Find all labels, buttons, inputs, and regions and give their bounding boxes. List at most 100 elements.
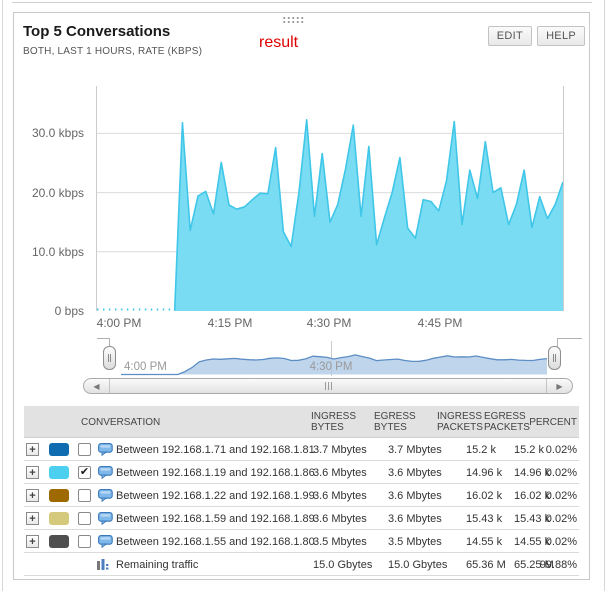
result-annotation: result xyxy=(259,34,299,51)
percent-value: 0.02% xyxy=(545,443,577,456)
egress-packets-value: 15.2 k xyxy=(514,443,544,456)
widget-subtitle: BOTH, LAST 1 HOURS, RATE (KBPS) xyxy=(23,46,203,57)
y-axis-tick-label: 0 bps xyxy=(54,304,84,318)
conversation-table-body: + Between 192.168.1.71 and 192.168.1.81 3.… xyxy=(24,438,579,576)
series-color-swatch xyxy=(49,461,69,484)
conversation-bubble-icon xyxy=(98,535,113,548)
conversation-label[interactable]: Between 192.168.1.55 and 192.168.1.80 xyxy=(116,535,315,548)
egress-bytes-value: 15.0 Gbytes xyxy=(388,558,448,571)
edit-button[interactable]: EDIT xyxy=(487,26,533,46)
series-color-swatch xyxy=(49,507,69,530)
series-visibility-checkbox[interactable] xyxy=(78,512,91,525)
percent-value: 0.02% xyxy=(545,489,577,502)
expand-row-button[interactable]: + xyxy=(26,484,39,507)
conversation-bubble-icon xyxy=(98,443,113,456)
brush-bracket-right xyxy=(557,338,582,350)
conversation-bubble-icon xyxy=(98,466,113,479)
percent-value: 0.02% xyxy=(545,512,577,525)
expand-plus-icon: + xyxy=(26,466,39,479)
column-header-conversation: CONVERSATION xyxy=(81,416,161,428)
x-axis-tick-label: 4:00 PM xyxy=(96,316,142,330)
egress-packets-value: 16.02 k xyxy=(514,489,551,502)
table-row: + Between 192.168.1.71 and 192.168.1.81 3.… xyxy=(24,438,579,461)
expand-row-button[interactable]: + xyxy=(26,530,39,553)
egress-bytes-value: 3.6 Mbytes xyxy=(388,512,442,525)
egress-bytes-value: 3.7 Mbytes xyxy=(388,443,442,456)
scrollbar-right-arrow-icon[interactable]: ▶ xyxy=(546,379,572,393)
series-visibility-checkbox[interactable] xyxy=(78,443,91,456)
brush-tick-label: 4:00 PM xyxy=(124,361,167,373)
conversation-label[interactable]: Between 192.168.1.19 and 192.168.1.86 xyxy=(116,466,315,479)
scrollbar-left-arrow-icon[interactable]: ◀ xyxy=(84,379,110,393)
widget-drag-grip-icon[interactable] xyxy=(282,16,304,24)
column-header-egress-bytes: EGRESS BYTES xyxy=(374,411,416,433)
table-row: + Between 192.168.1.22 and 192.168.1.99 3.… xyxy=(24,484,579,507)
series-color-swatch xyxy=(49,438,69,461)
brush-chart-svg xyxy=(121,354,547,376)
table-row: + Between 192.168.1.55 and 192.168.1.80 3.… xyxy=(24,530,579,553)
egress-bytes-value: 3.5 Mbytes xyxy=(388,535,442,548)
brush-tick-label: 4:30 PM xyxy=(309,361,353,373)
y-axis-tick-label: 30.0 kbps xyxy=(31,126,84,141)
ingress-packets-value: 14.96 k xyxy=(466,466,503,479)
brush-handle-right[interactable] xyxy=(548,346,561,370)
x-axis-tick-label: 4:45 PM xyxy=(417,316,463,330)
remaining-traffic-row: Remaining traffic 15.0 Gbytes 15.0 Gbytes 6… xyxy=(24,553,579,576)
help-button[interactable]: HELP xyxy=(537,26,585,46)
page-frame-left xyxy=(2,0,3,591)
area-chart-svg xyxy=(97,119,563,311)
widget-toolbar: EDIT HELP xyxy=(487,26,585,46)
timeline-scrollbar[interactable]: ◀ ▶ xyxy=(83,378,573,394)
conversations-table: CONVERSATION INGRESS BYTES EGRESS BYTES … xyxy=(24,406,579,576)
x-axis-tick-label: 4:15 PM xyxy=(207,316,253,330)
brush-handle-left[interactable] xyxy=(103,346,116,370)
ingress-bytes-value: 3.5 Mbytes xyxy=(313,535,367,548)
page-frame-right xyxy=(604,0,605,591)
widget-title: Top 5 Conversations xyxy=(23,23,171,40)
x-axis: 4:00 PM 4:15 PM 4:30 PM 4:45 PM xyxy=(96,316,564,332)
y-axis-tick-label: 20.0 kbps xyxy=(31,185,84,200)
scrollbar-thumb[interactable] xyxy=(110,379,546,393)
expand-row-button[interactable]: + xyxy=(26,507,39,530)
ingress-packets-value: 14.55 k xyxy=(466,535,503,548)
brush-bracket-left xyxy=(97,338,110,350)
brush-mini-chart xyxy=(121,341,547,376)
series-color-swatch xyxy=(49,530,69,553)
column-header-egress-packets: EGRESS PACKETS xyxy=(484,411,530,433)
egress-bytes-value: 3.6 Mbytes xyxy=(388,466,442,479)
expand-plus-icon: + xyxy=(26,512,39,525)
egress-packets-value: 15.43 k xyxy=(514,512,551,525)
egress-packets-value: 14.96 k xyxy=(514,466,551,479)
ingress-bytes-value: 15.0 Gbytes xyxy=(313,558,373,571)
ingress-bytes-value: 3.6 Mbytes xyxy=(313,489,367,502)
previous-widget-bottom-edge xyxy=(12,0,592,3)
series-visibility-checkbox[interactable]: ✔ xyxy=(78,466,91,479)
column-header-ingress-bytes: INGRESS BYTES xyxy=(311,411,357,433)
expand-plus-icon: + xyxy=(26,535,39,548)
x-axis-tick-label: 4:30 PM xyxy=(306,316,352,330)
conversation-label[interactable]: Between 192.168.1.22 and 192.168.1.99 xyxy=(116,489,315,502)
conversation-label[interactable]: Between 192.168.1.59 and 192.168.1.89 xyxy=(116,512,315,525)
expand-plus-icon: + xyxy=(26,489,39,502)
table-row: + ✔ Between 192.168.1.19 and 192.168.1.86 3… xyxy=(24,461,579,484)
traffic-area-chart xyxy=(96,86,564,311)
ingress-bytes-value: 3.6 Mbytes xyxy=(313,512,367,525)
ingress-bytes-value: 3.7 Mbytes xyxy=(313,443,367,456)
percent-value: 99.88% xyxy=(539,558,577,571)
conversation-label[interactable]: Between 192.168.1.71 and 192.168.1.81 xyxy=(116,443,315,456)
expand-row-button[interactable]: + xyxy=(26,438,39,461)
top-conversations-widget: Top 5 Conversations BOTH, LAST 1 HOURS, … xyxy=(13,12,590,580)
series-visibility-checkbox[interactable] xyxy=(78,489,91,502)
series-visibility-checkbox[interactable] xyxy=(78,535,91,548)
conversation-bubble-icon xyxy=(98,512,113,525)
ingress-packets-value: 65.36 M xyxy=(466,558,506,571)
remaining-traffic-label: Remaining traffic xyxy=(116,558,199,571)
expand-row-button[interactable]: + xyxy=(26,461,39,484)
expand-plus-icon: + xyxy=(26,443,39,456)
series-color-swatch xyxy=(49,484,69,507)
ingress-packets-value: 16.02 k xyxy=(466,489,503,502)
column-header-percent: PERCENT xyxy=(529,416,577,428)
conversation-bubble-icon xyxy=(98,489,113,502)
column-header-ingress-packets: INGRESS PACKETS xyxy=(437,411,483,433)
